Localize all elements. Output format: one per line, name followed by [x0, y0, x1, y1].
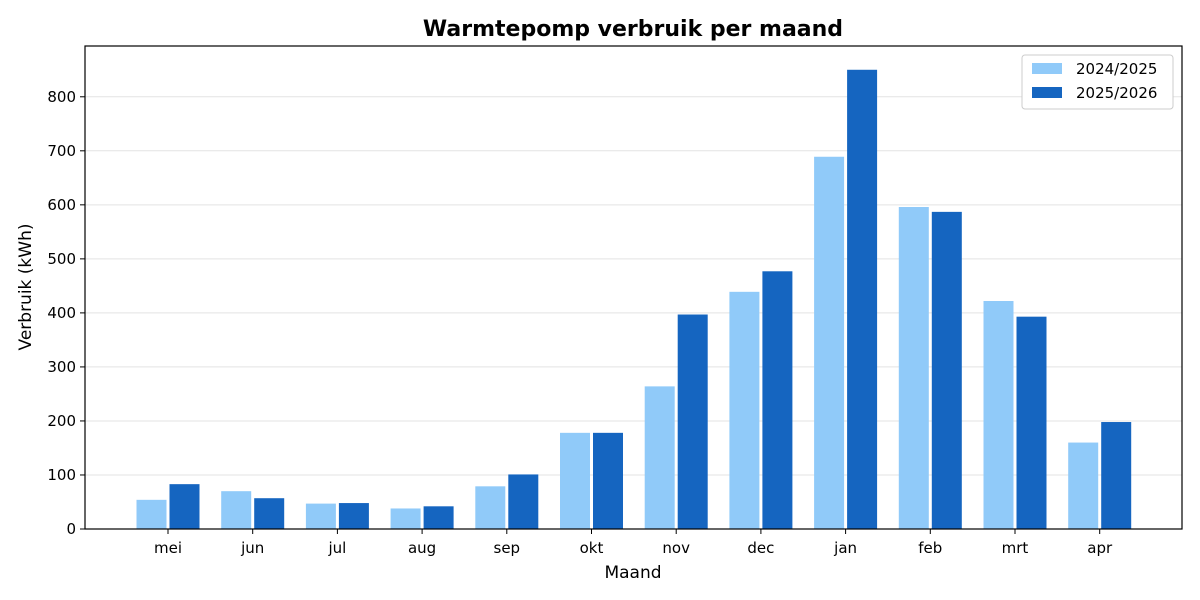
gridlines — [85, 96, 1182, 476]
bar-2024-2025-okt — [560, 432, 590, 529]
bar-2024-2025-nov — [644, 386, 675, 529]
bar-2024-2025-feb — [898, 207, 929, 529]
bar-2025-2026-okt — [593, 432, 623, 529]
x-axis-ticks: mei jun jul aug sep okt nov dec jan feb mrt apr — [154, 529, 1113, 557]
x-tick-label: apr — [1087, 539, 1113, 557]
x-tick-label: dec — [747, 539, 774, 557]
x-tick-label: jun — [240, 539, 264, 557]
bar-2025-2026-sep — [508, 474, 539, 529]
bar-2025-2026-jan — [847, 69, 878, 529]
bar-2025-2026-feb — [931, 211, 962, 529]
y-tick-label: 800 — [47, 88, 76, 106]
x-axis-label: Maand — [604, 563, 661, 583]
legend-entry-label: 2025/2026 — [1076, 84, 1157, 102]
x-tick-label: feb — [918, 539, 942, 557]
legend-swatch — [1032, 63, 1062, 74]
x-tick-label: mei — [154, 539, 182, 557]
y-tick-label: 500 — [47, 250, 76, 268]
y-tick-label: 100 — [47, 466, 76, 484]
x-tick-label: jul — [327, 539, 346, 557]
bar-2024-2025-sep — [475, 486, 506, 529]
y-tick-label: 300 — [47, 358, 76, 376]
y-tick-label: 200 — [47, 412, 76, 430]
legend-swatch — [1032, 87, 1062, 98]
bar-2025-2026-mrt — [1016, 316, 1047, 529]
bar-2024-2025-aug — [390, 508, 421, 529]
bar-2025-2026-apr — [1101, 422, 1132, 529]
y-tick-label: 400 — [47, 304, 76, 322]
bar-2025-2026-nov — [677, 314, 708, 529]
chart-title: Warmtepomp verbruik per maand — [423, 17, 843, 42]
y-tick-label: 600 — [47, 196, 76, 214]
bar-2024-2025-jul — [305, 503, 336, 529]
x-tick-label: aug — [408, 539, 436, 557]
bar-2025-2026-jul — [338, 503, 369, 529]
bar-2024-2025-dec — [729, 291, 760, 529]
bar-2025-2026-jun — [254, 498, 285, 529]
bar-2024-2025-jan — [814, 156, 845, 529]
bar-2025-2026-mei — [169, 484, 200, 529]
x-tick-label: jan — [833, 539, 857, 557]
bar-2025-2026-dec — [762, 271, 793, 529]
legend: 2024/2025 2025/2026 — [1021, 54, 1174, 110]
plot-frame — [84, 45, 1183, 530]
x-tick-label: sep — [494, 539, 521, 557]
y-tick-label: 0 — [66, 520, 76, 538]
x-tick-label: nov — [662, 539, 690, 557]
legend-entry-label: 2024/2025 — [1076, 60, 1157, 78]
x-tick-label: mrt — [1002, 539, 1029, 557]
bar-2024-2025-mei — [136, 499, 167, 529]
y-tick-label: 700 — [47, 142, 76, 160]
x-tick-label: okt — [580, 539, 604, 557]
bar-2024-2025-jun — [221, 491, 252, 529]
bar-2024-2025-mrt — [983, 301, 1014, 529]
y-axis-label: Verbruik (kWh) — [16, 224, 36, 351]
y-axis-ticks: 0 100 200 300 400 500 600 700 800 — [47, 88, 85, 538]
bar-2024-2025-apr — [1068, 442, 1099, 529]
bar-2025-2026-aug — [423, 506, 454, 529]
bars — [136, 69, 1132, 529]
